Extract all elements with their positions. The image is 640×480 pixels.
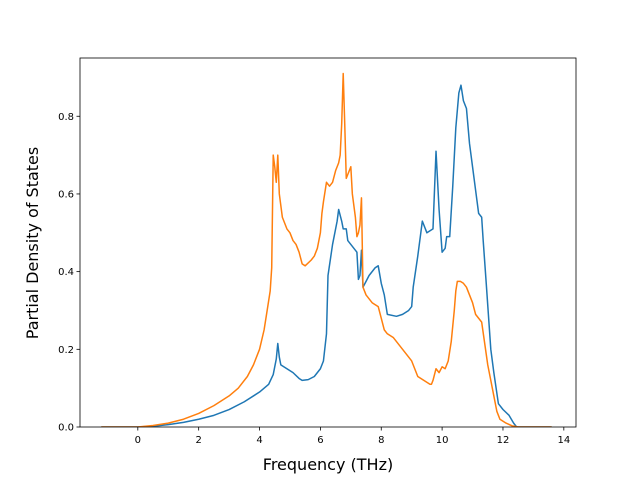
x-tick-label: 12 [497, 435, 510, 446]
x-tick-label: 10 [436, 435, 449, 446]
x-tick-label: 0 [135, 435, 141, 446]
series-line-1 [101, 84, 552, 427]
y-tick-label: 0.6 [58, 189, 74, 200]
y-tick-label: 0.0 [58, 423, 74, 434]
x-tick-label: 6 [317, 435, 323, 446]
plot-frame [79, 57, 577, 428]
x-axis-label: Frequency (THz) [263, 455, 393, 474]
x-tick-label: 8 [378, 435, 384, 446]
x-tick-label: 14 [557, 435, 570, 446]
y-tick-label: 0.2 [58, 345, 74, 356]
x-tick-label: 4 [256, 435, 262, 446]
axes-layer: 0 2 4 6 8 10 12 14 0.0 0.2 0.4 0.6 0.8 [58, 57, 577, 446]
y-tick-label: 0.4 [58, 267, 74, 278]
x-tick-label: 2 [195, 435, 201, 446]
y-tick-label: 0.8 [58, 112, 74, 123]
series-line-2 [101, 72, 552, 427]
y-axis-label: Partial Density of States [23, 147, 42, 339]
series-layer [101, 72, 552, 427]
